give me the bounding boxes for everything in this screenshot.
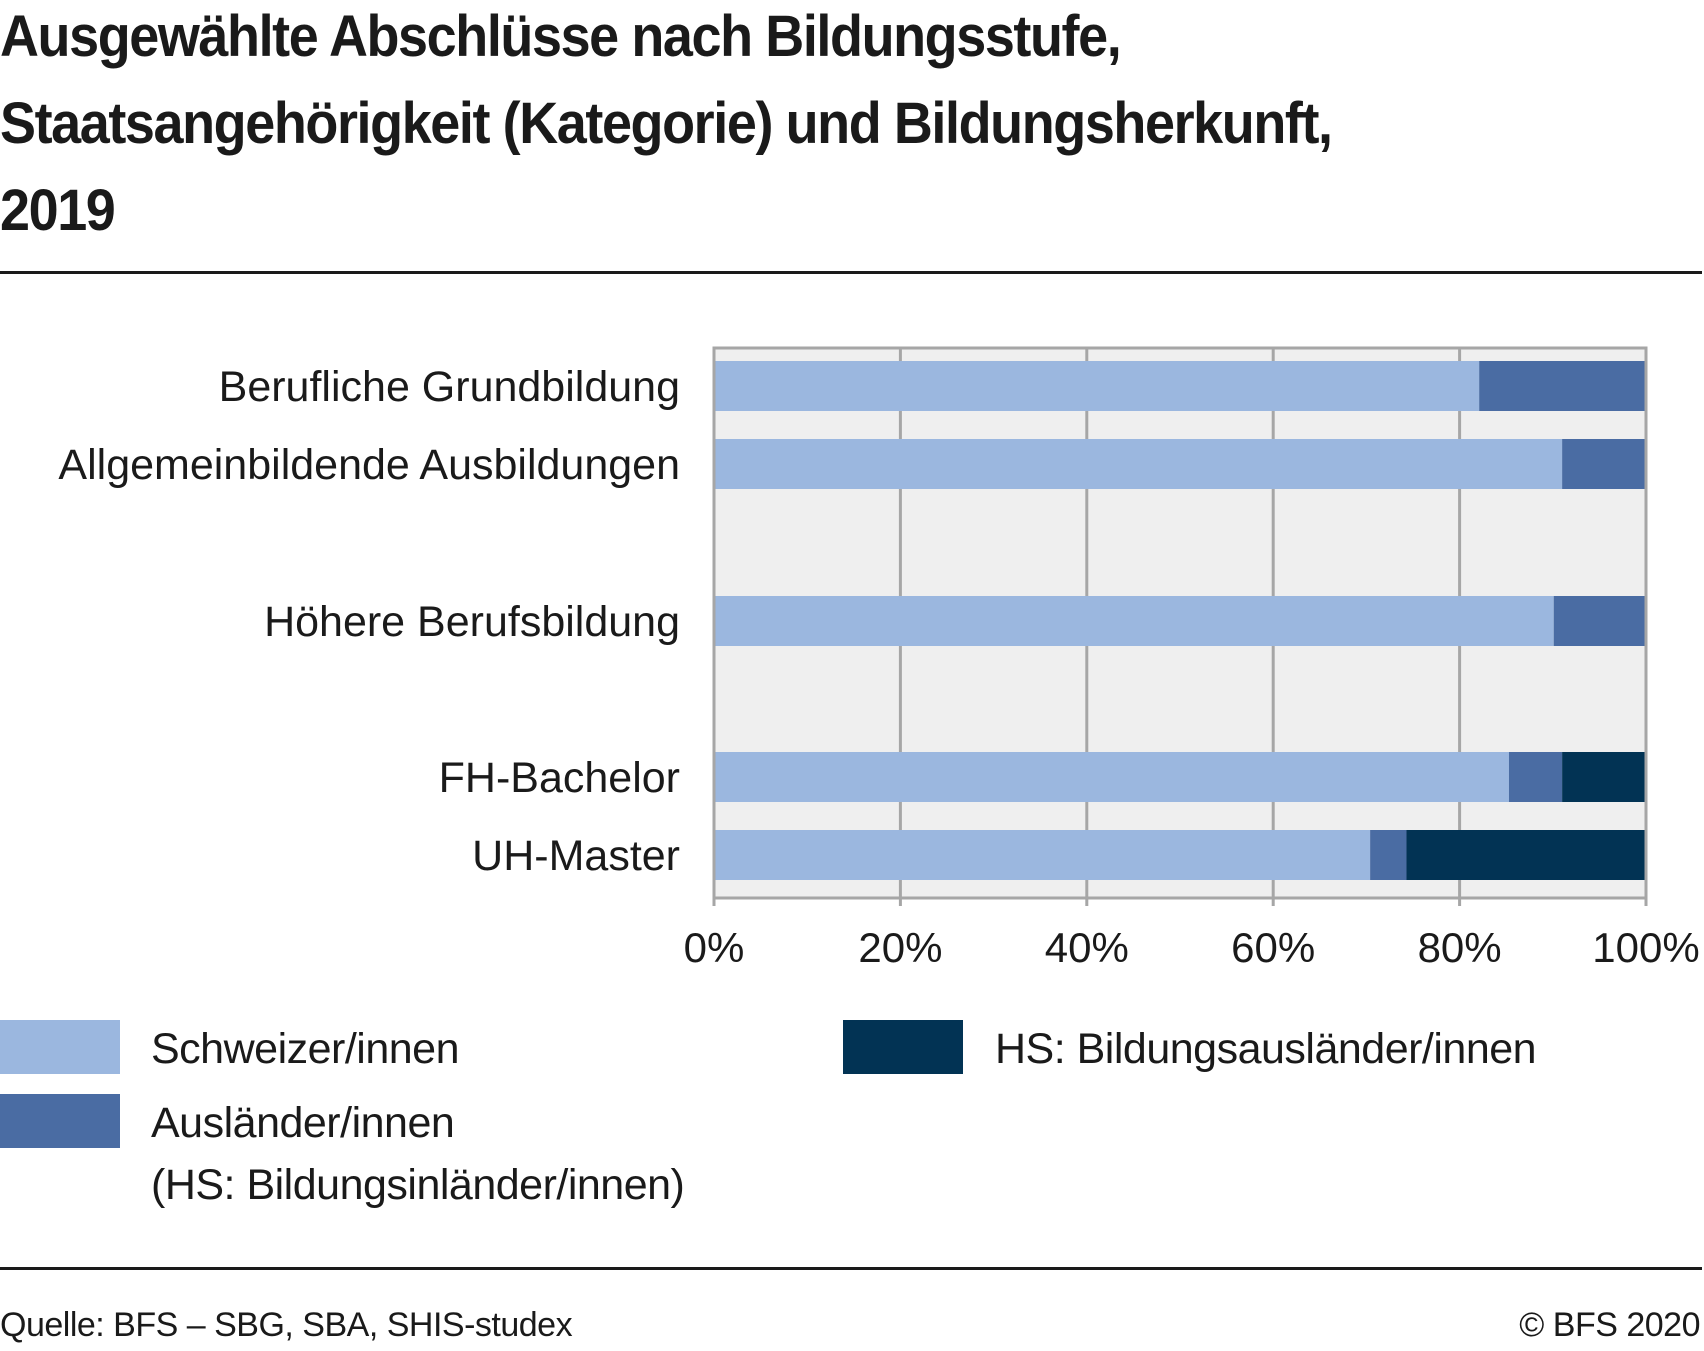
legend-swatch-schweizer xyxy=(0,1020,120,1074)
category-label: Höhere Berufsbildung xyxy=(264,598,680,646)
category-label: Berufliche Grundbildung xyxy=(219,363,680,411)
x-tick-label: 40% xyxy=(1045,924,1129,971)
category-label: Allgemeinbildende Ausbildungen xyxy=(58,441,680,489)
bottom-divider xyxy=(0,1267,1702,1270)
bar-segment-auslaender xyxy=(1562,439,1646,489)
bar-segment-schweizer xyxy=(714,439,1563,489)
legend-label-auslaender: Ausländer/innen xyxy=(151,1099,455,1147)
x-tick-label: 20% xyxy=(858,924,942,971)
x-tick-labels: 0% 20% 40% 60% 80% 100% xyxy=(684,924,1700,971)
copyright-note: © BFS 2020 xyxy=(1519,1306,1700,1344)
bar-segment-bildungsauslaender xyxy=(1562,752,1646,802)
bar-segment-bildungsauslaender xyxy=(1406,830,1646,880)
category-label: UH-Master xyxy=(472,832,680,880)
x-tick-label: 60% xyxy=(1231,924,1315,971)
legend-swatch-auslaender xyxy=(0,1094,120,1148)
x-tick-label: 0% xyxy=(684,924,745,971)
category-labels: Berufliche Grundbildung Allgemeinbildende… xyxy=(58,363,680,880)
legend-label-auslaender-sub: (HS: Bildungsinländer/innen) xyxy=(151,1161,685,1209)
bar-segment-auslaender xyxy=(1479,361,1646,411)
source-note: Quelle: BFS – SBG, SBA, SHIS-studex xyxy=(0,1306,573,1344)
bar-segment-schweizer xyxy=(714,596,1554,646)
legend-swatch-bildungsauslaender xyxy=(843,1020,963,1074)
bar-segment-schweizer xyxy=(714,752,1509,802)
title-line-3: 2019 xyxy=(0,178,116,243)
bar-segment-schweizer xyxy=(714,830,1371,880)
title-line-2: Staatsangehörigkeit (Kategorie) und Bild… xyxy=(0,91,1333,156)
x-tick-label: 80% xyxy=(1418,924,1502,971)
legend-label-bildungsauslaender: HS: Bildungsausländer/innen xyxy=(995,1025,1537,1073)
bar-segment-auslaender xyxy=(1553,596,1646,646)
bar-segment-auslaender xyxy=(1370,830,1407,880)
x-tick-label: 100% xyxy=(1592,924,1699,971)
stacked-bar-chart: Berufliche Grundbildung Allgemeinbildende… xyxy=(58,346,1700,971)
bar-segment-schweizer xyxy=(714,361,1480,411)
plot-frame xyxy=(712,346,1648,900)
top-divider xyxy=(0,271,1702,274)
legend-label-schweizer: Schweizer/innen xyxy=(151,1025,460,1073)
category-label: FH-Bachelor xyxy=(439,754,680,802)
bar-segment-auslaender xyxy=(1508,752,1563,802)
bars xyxy=(714,361,1646,880)
title-line-1: Ausgewählte Abschlüsse nach Bildungsstuf… xyxy=(0,4,1122,69)
